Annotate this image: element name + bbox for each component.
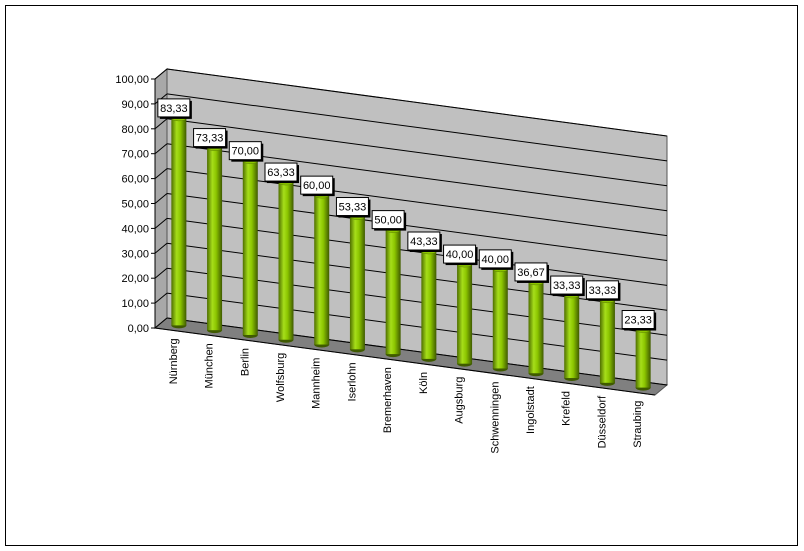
value-label: 73,33	[196, 133, 224, 145]
value-label: 33,33	[553, 280, 581, 292]
y-tick-label: 40,00	[121, 223, 149, 235]
value-label: 63,33	[267, 167, 295, 179]
bar-group	[421, 247, 437, 362]
x-tick-label: Straubing	[632, 401, 644, 448]
bar	[421, 251, 437, 359]
bar	[635, 329, 651, 388]
y-tick-label: 100,00	[115, 74, 149, 86]
bar-group	[385, 226, 401, 358]
value-label-box	[407, 231, 441, 251]
y-tick-label: 20,00	[121, 273, 149, 285]
bar-group	[563, 291, 580, 382]
x-tick-label: Schwenningen	[489, 381, 501, 453]
x-tick-label: Ingolstadt	[525, 386, 537, 434]
value-label-box	[335, 197, 369, 217]
value-label: 43,33	[410, 236, 438, 248]
bar-group	[599, 296, 616, 386]
bar	[278, 182, 294, 340]
value-label: 83,33	[160, 103, 188, 115]
value-label-box	[585, 280, 619, 300]
grid-line-side	[154, 292, 168, 304]
value-label: 36,67	[517, 267, 545, 279]
grid-line-side	[154, 218, 168, 229]
value-label-box	[264, 162, 298, 182]
grid-line-side	[154, 317, 168, 329]
x-tick-label: Berlin	[239, 348, 251, 376]
value-label: 50,00	[374, 215, 402, 227]
grid-line-side	[154, 143, 168, 155]
grid-line-side	[154, 242, 168, 254]
x-tick-label: Augsburg	[454, 377, 466, 424]
value-label-box	[300, 175, 334, 195]
y-tick-label: 60,00	[121, 174, 149, 186]
value-label: 53,33	[339, 202, 367, 214]
value-label-box	[478, 249, 512, 269]
y-tick-label: 10,00	[121, 298, 149, 310]
grid-line-side	[154, 168, 168, 179]
grid-line-side	[154, 267, 168, 279]
x-tick-label: Köln	[418, 372, 430, 394]
y-tick-label: 50,00	[121, 199, 149, 211]
bar	[492, 268, 508, 369]
x-tick-label: Wolfsburg	[275, 353, 287, 402]
x-tick-label: Düsseldorf	[596, 395, 608, 449]
value-label: 60,00	[303, 180, 331, 192]
bar-group	[206, 144, 223, 334]
bar	[171, 117, 187, 326]
y-tick-label: 90,00	[121, 99, 149, 111]
bar-group	[528, 278, 544, 377]
value-label: 40,00	[482, 254, 510, 266]
value-label: 70,00	[232, 146, 260, 158]
value-label: 23,33	[624, 315, 652, 327]
value-label-box	[443, 244, 477, 264]
bar	[349, 216, 365, 350]
value-label-box	[193, 128, 227, 148]
value-label: 33,33	[589, 285, 617, 297]
x-tick-label: München	[204, 343, 216, 388]
bar-group	[492, 265, 509, 372]
bar-group	[242, 157, 259, 338]
x-tick-label: Krefeld	[561, 391, 573, 426]
bar-group	[456, 260, 473, 367]
bar	[242, 160, 258, 335]
x-tick-label: Bremerhaven	[382, 367, 394, 433]
bar-group	[171, 114, 187, 329]
value-label-box	[621, 310, 655, 330]
x-tick-label: Mannheim	[311, 358, 323, 409]
bar	[207, 147, 223, 331]
y-tick-label: 70,00	[121, 149, 149, 161]
grid-line-side	[154, 68, 168, 80]
value-label-box	[550, 275, 584, 295]
grid-line-side	[154, 193, 168, 204]
y-tick-label: 80,00	[121, 124, 149, 136]
y-tick-label: 0,00	[128, 323, 149, 335]
bar-group	[313, 191, 330, 348]
y-tick-label: 30,00	[121, 248, 149, 260]
value-label-box	[371, 210, 405, 230]
bar-group	[278, 178, 294, 343]
grid-line	[166, 68, 668, 137]
bar-group	[635, 326, 651, 391]
grid-line-side	[154, 118, 168, 130]
value-label-box	[514, 262, 548, 282]
bar	[564, 295, 580, 379]
value-label: 40,00	[446, 249, 474, 261]
grid-line	[166, 118, 668, 187]
bar	[314, 195, 330, 345]
bar-group	[349, 213, 366, 353]
value-label-box	[157, 98, 191, 118]
value-label-box	[228, 141, 262, 161]
bar	[385, 229, 401, 355]
bar	[528, 281, 544, 374]
grid-line	[166, 93, 668, 162]
x-axis	[154, 327, 656, 396]
x-tick-label: Iserlohn	[346, 362, 358, 401]
bar	[599, 299, 615, 383]
bar	[457, 264, 473, 364]
x-tick-label: Nürnberg	[168, 338, 180, 384]
